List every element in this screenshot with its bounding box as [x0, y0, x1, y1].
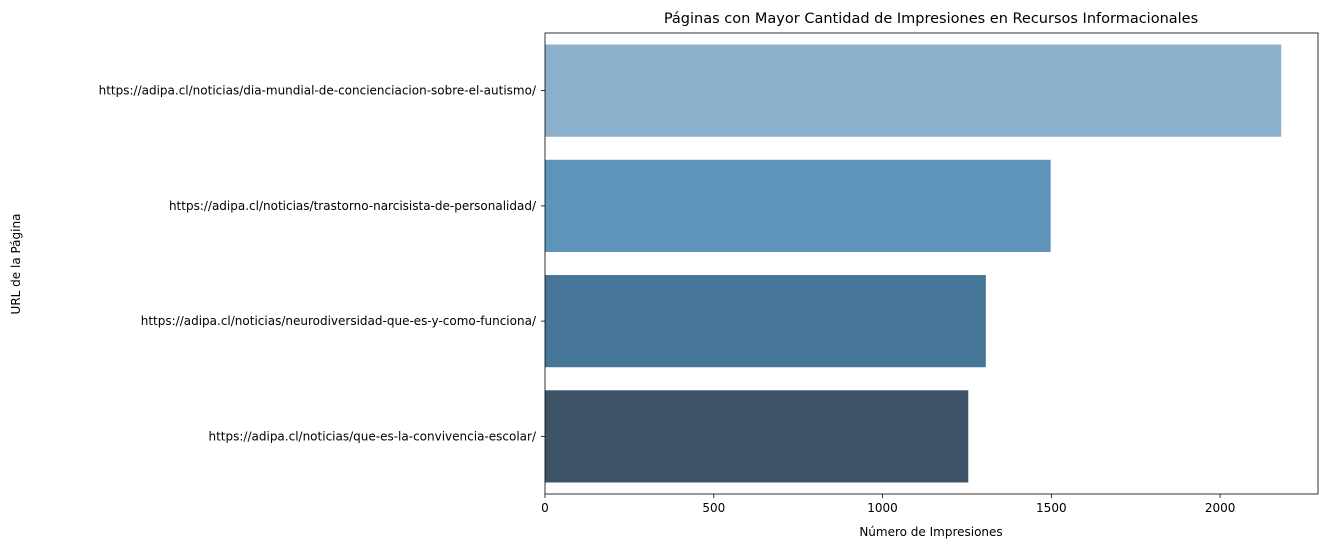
y-tick-labels: https://adipa.cl/noticias/dia-mundial-de…	[99, 84, 545, 443]
y-tick-label: https://adipa.cl/noticias/que-es-la-conv…	[209, 429, 537, 443]
bar	[545, 44, 1282, 137]
bar	[545, 390, 969, 483]
x-axis-label: Número de Impresiones	[859, 525, 1002, 539]
x-tick-label: 500	[702, 501, 725, 515]
bar	[545, 159, 1051, 252]
x-ticks: 0 500 1000 1500 2000	[541, 494, 1235, 515]
plot-frame	[544, 32, 1319, 495]
y-tick-label: https://adipa.cl/noticias/dia-mundial-de…	[99, 84, 537, 98]
chart-title: Páginas con Mayor Cantidad de Impresione…	[664, 11, 1198, 27]
y-tick-label: https://adipa.cl/noticias/neurodiversida…	[141, 314, 537, 328]
x-tick-label: 2000	[1205, 501, 1236, 515]
bars-group	[545, 44, 1282, 483]
x-tick-label: 1000	[867, 501, 898, 515]
x-tick-label: 0	[541, 501, 549, 515]
x-tick-label: 1500	[1036, 501, 1067, 515]
y-tick-label: https://adipa.cl/noticias/trastorno-narc…	[169, 199, 537, 213]
bar	[545, 275, 986, 368]
y-axis-label: URL de la Página	[9, 214, 23, 315]
